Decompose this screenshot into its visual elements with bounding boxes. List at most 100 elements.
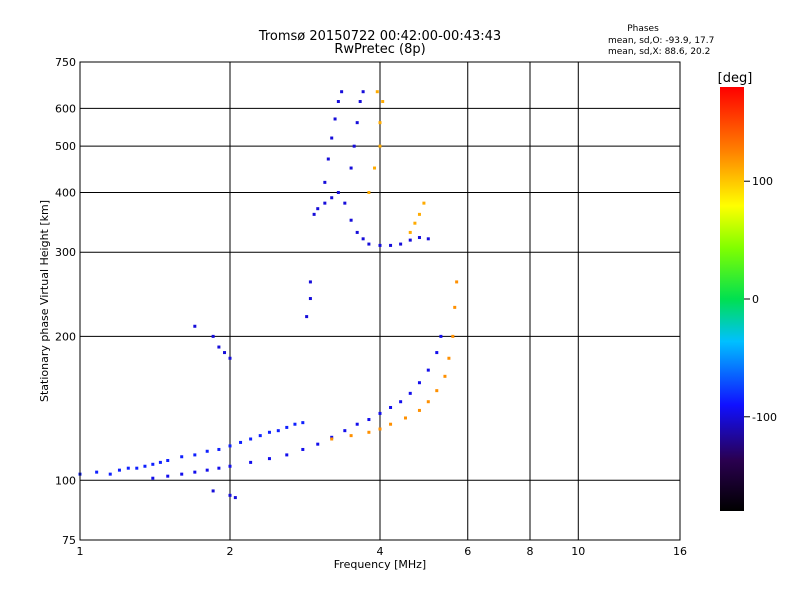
data-point — [355, 422, 359, 426]
data-point — [193, 470, 197, 474]
data-point — [308, 280, 312, 284]
data-point — [228, 444, 232, 448]
data-point — [308, 297, 312, 301]
data-point — [352, 144, 356, 148]
y-tick-label: 75 — [62, 534, 76, 547]
data-point — [417, 236, 421, 240]
data-point — [333, 117, 337, 121]
data-point — [258, 434, 262, 438]
data-point — [408, 230, 412, 234]
data-point — [373, 166, 377, 170]
colorbar-tick-label: 100 — [752, 175, 773, 188]
data-point — [340, 90, 344, 94]
data-point — [367, 242, 371, 246]
y-tick-label: 600 — [55, 102, 76, 115]
data-point — [249, 437, 253, 441]
colorbar-tick-label: -100 — [752, 411, 777, 424]
x-axis-label: Frequency [MHz] — [334, 558, 426, 571]
data-point — [228, 464, 232, 468]
data-point — [375, 90, 379, 94]
data-point — [358, 100, 362, 104]
data-point — [211, 334, 215, 338]
data-point — [378, 243, 382, 247]
data-point — [413, 221, 417, 225]
data-point — [95, 470, 99, 474]
data-point — [267, 457, 271, 461]
x-tick-label: 4 — [377, 545, 384, 558]
chart-subtitle: RwPretec (8p) — [334, 42, 425, 57]
x-tick-label: 10 — [571, 545, 585, 558]
y-axis-label: Stationary phase Virtual Height [km] — [38, 200, 51, 402]
data-point — [158, 460, 162, 464]
y-tick-label: 500 — [55, 140, 76, 153]
data-point — [267, 430, 271, 434]
data-point — [455, 280, 459, 284]
data-point — [217, 447, 221, 451]
data-point — [326, 157, 330, 161]
data-point — [228, 493, 232, 497]
data-point — [439, 334, 443, 338]
y-tick-label: 300 — [55, 246, 76, 259]
data-point — [417, 408, 421, 412]
chart-title: Tromsø 20150722 00:42:00-00:43:43 — [258, 29, 501, 44]
phases-legend-o-mode: mean, sd,O: -93.9, 17.7 — [608, 36, 714, 46]
data-point — [422, 201, 426, 205]
x-axis-ticks: 1 2 4 6 8 10 16 — [77, 545, 688, 558]
data-point — [378, 427, 382, 431]
data-point — [378, 121, 382, 125]
data-point — [316, 442, 320, 446]
x-tick-label: 6 — [464, 545, 471, 558]
y-axis-ticks: 75 100 200 300 400 500 600 750 — [55, 56, 76, 547]
x-tick-label: 1 — [77, 545, 84, 558]
data-point — [323, 180, 327, 184]
phases-legend-title: Phases — [627, 24, 659, 34]
data-point — [378, 144, 382, 148]
data-point — [408, 238, 412, 242]
colorbar: [deg] 100 0 -100 — [718, 71, 777, 511]
data-point — [143, 464, 147, 468]
data-point — [367, 418, 371, 422]
phases-legend: Phases mean, sd,O: -93.9, 17.7 mean, sd,… — [608, 24, 714, 57]
data-point — [367, 190, 371, 194]
y-tick-label: 100 — [55, 474, 76, 487]
data-point — [336, 100, 340, 104]
colorbar-ticks: 100 0 -100 — [744, 175, 777, 424]
data-point — [135, 466, 139, 470]
data-point — [239, 440, 243, 444]
data-point — [417, 381, 421, 385]
data-point — [399, 400, 403, 404]
data-point — [166, 474, 170, 478]
data-point — [217, 466, 221, 470]
title-block: Tromsø 20150722 00:42:00-00:43:43 RwPret… — [258, 29, 501, 57]
data-point — [301, 447, 305, 451]
data-point — [343, 201, 347, 205]
data-point — [223, 351, 227, 355]
data-point — [343, 429, 347, 433]
plot-frame — [79, 61, 681, 541]
data-point — [367, 430, 371, 434]
data-point — [349, 434, 353, 438]
data-point — [108, 472, 112, 476]
data-point — [349, 218, 353, 222]
x-tick-label: 8 — [527, 545, 534, 558]
data-point — [389, 243, 393, 247]
data-point — [293, 422, 297, 426]
phases-legend-x-mode: mean, sd,X: 88.6, 20.2 — [608, 47, 710, 57]
data-point — [166, 458, 170, 462]
data-point — [228, 356, 232, 360]
data-point — [193, 453, 197, 457]
data-point — [408, 391, 412, 395]
data-point — [285, 453, 289, 457]
y-tick-label: 200 — [55, 330, 76, 343]
colorbar-tick-label: 0 — [752, 293, 759, 306]
x-tick-label: 2 — [227, 545, 234, 558]
data-point — [323, 201, 327, 205]
grid-lines — [80, 62, 680, 540]
data-point — [217, 345, 221, 349]
data-point — [117, 468, 121, 472]
data-point — [451, 334, 455, 338]
data-point — [426, 237, 430, 241]
data-point — [205, 468, 209, 472]
data-point — [443, 374, 447, 378]
